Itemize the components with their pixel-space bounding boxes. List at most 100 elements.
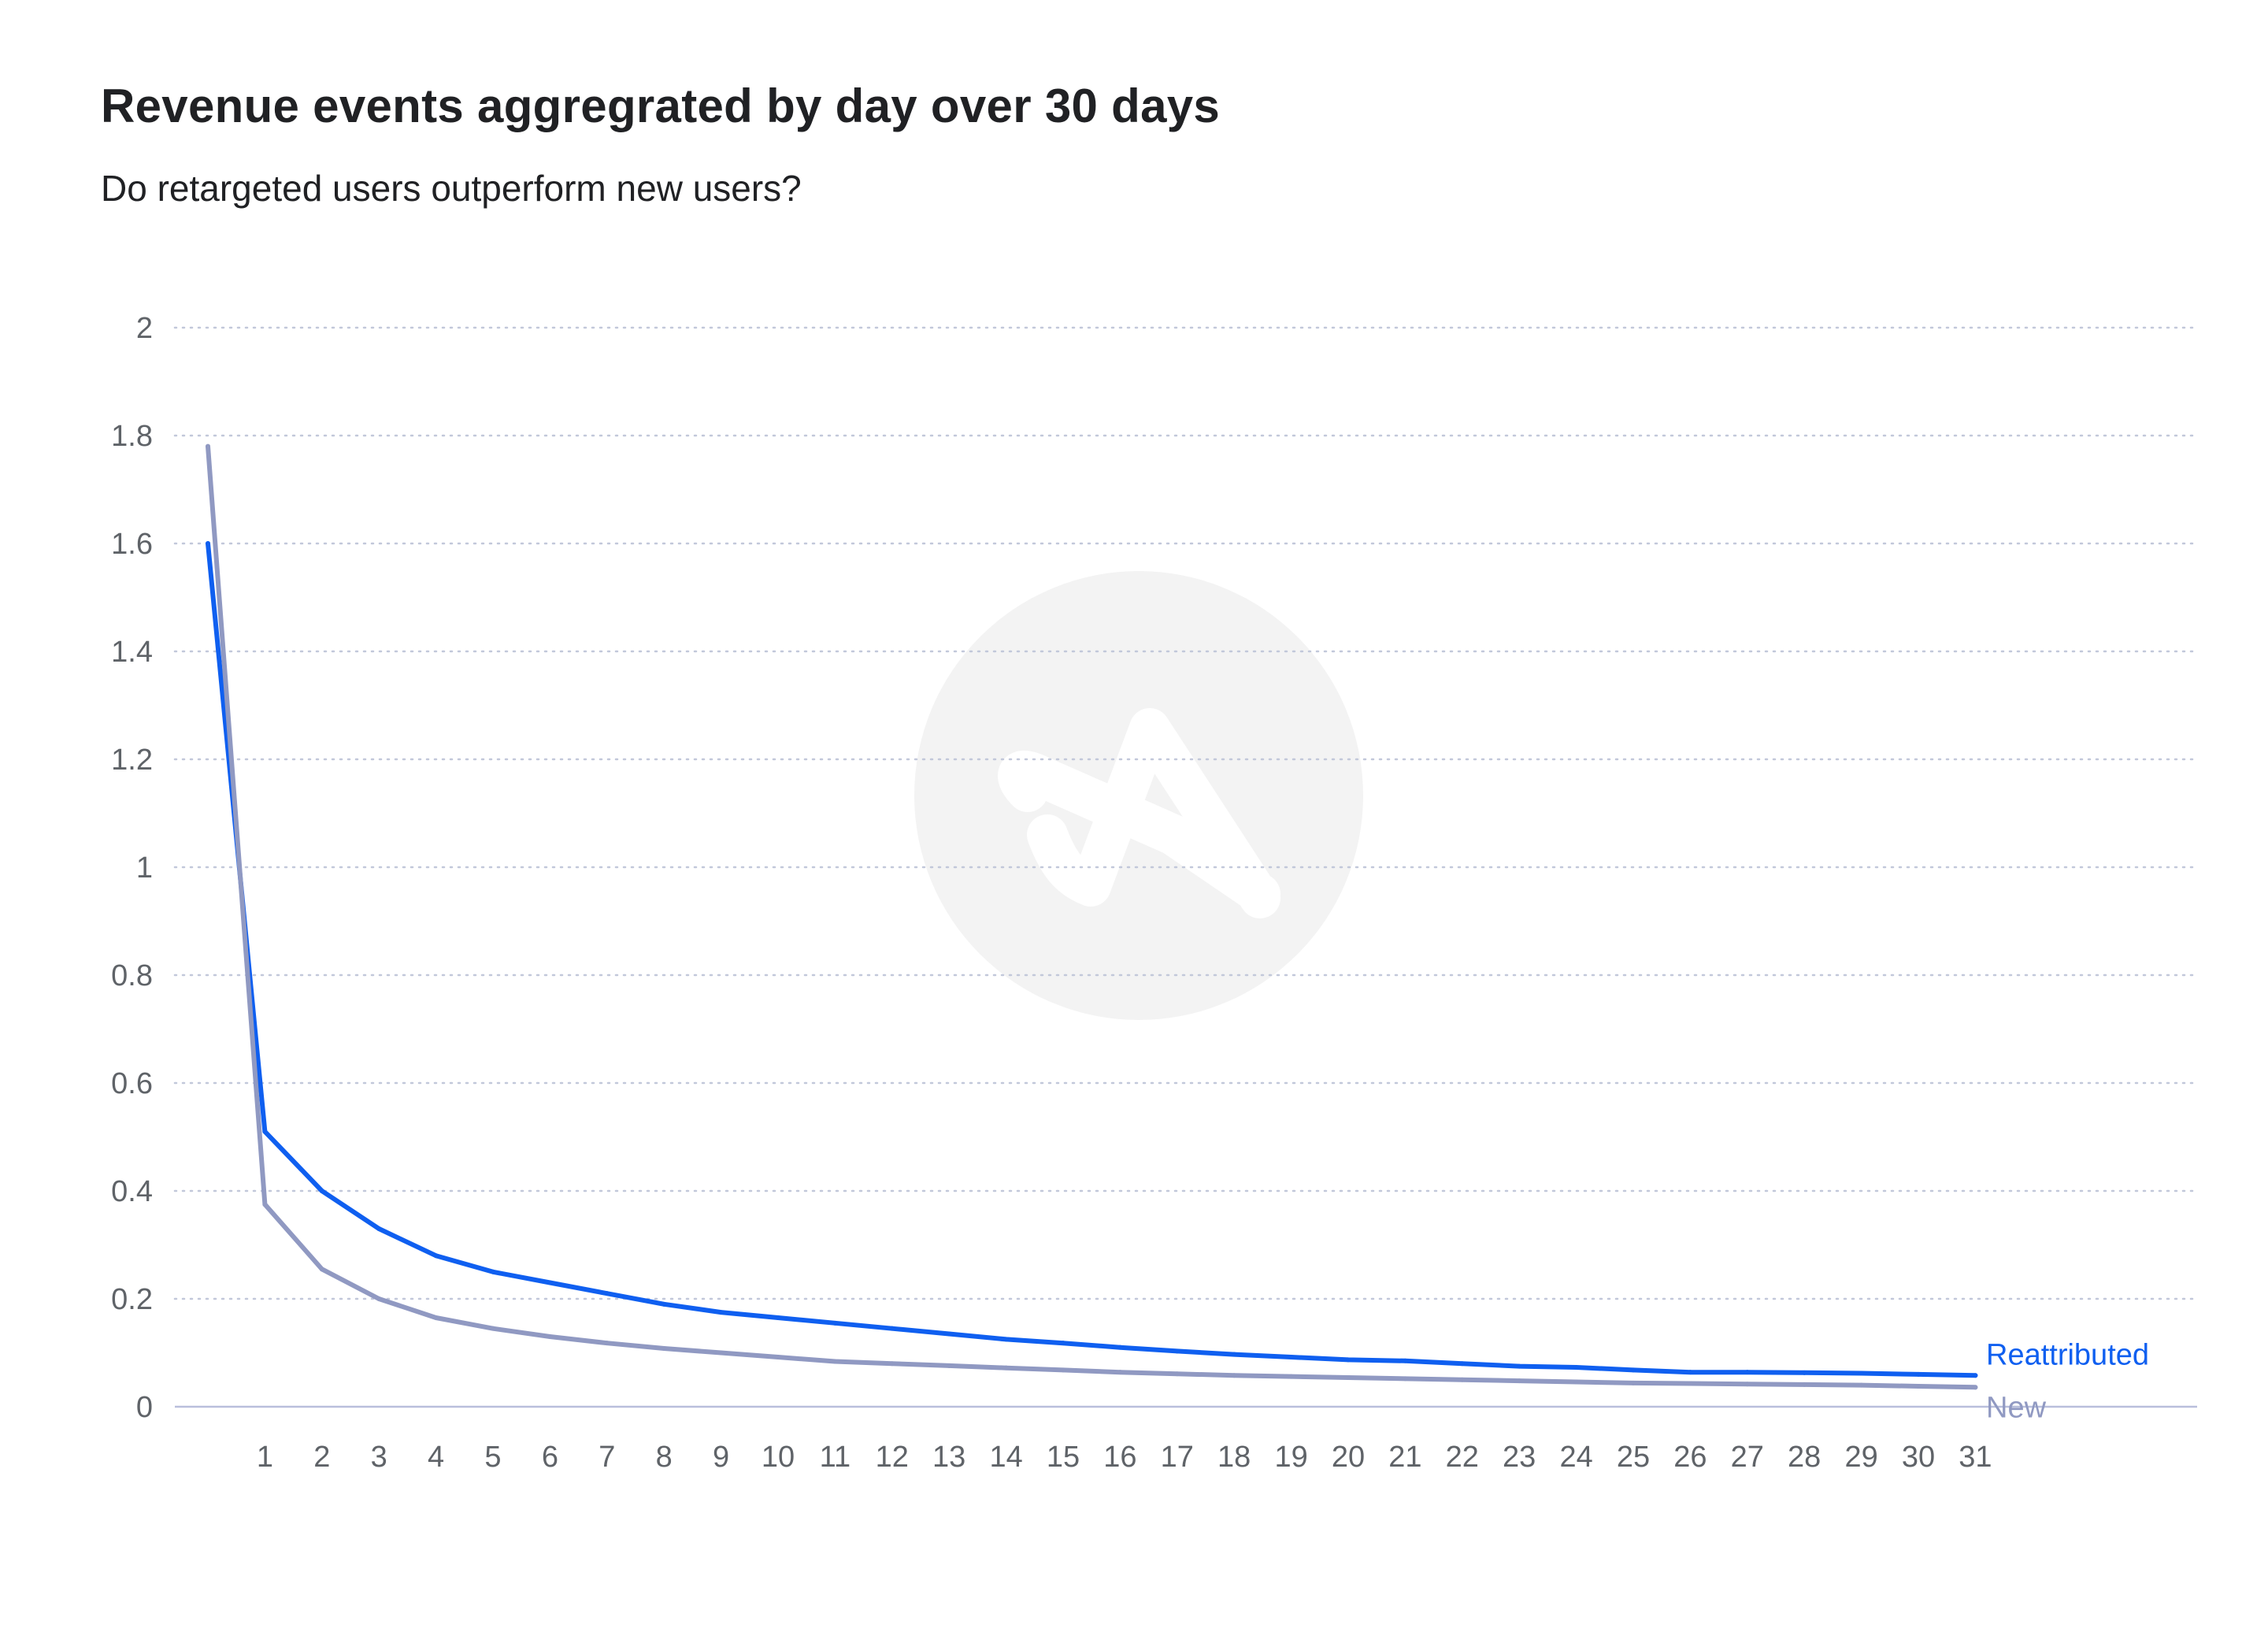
x-tick-label: 28 xyxy=(1788,1441,1821,1474)
data-point-new xyxy=(433,1315,439,1320)
data-point-new xyxy=(1573,1379,1579,1385)
adjust-logo-icon xyxy=(914,571,1363,1020)
data-point-reattributed xyxy=(718,1310,724,1315)
data-point-reattributed xyxy=(947,1331,952,1337)
x-tick-label: 8 xyxy=(656,1441,673,1474)
data-point-new xyxy=(718,1350,724,1356)
data-point-reattributed xyxy=(662,1301,667,1307)
data-point-reattributed xyxy=(1061,1341,1065,1346)
series-line-new xyxy=(206,443,1978,1390)
x-tick-label: 11 xyxy=(820,1441,850,1474)
x-tick-label: 9 xyxy=(713,1441,729,1474)
x-tick-label: 23 xyxy=(1503,1441,1536,1474)
data-point-new xyxy=(889,1361,895,1367)
data-point-new xyxy=(547,1333,553,1339)
series-lines xyxy=(206,443,1978,1390)
x-tick-label: 30 xyxy=(1902,1441,1935,1474)
data-point-reattributed xyxy=(1288,1354,1294,1359)
data-point-new xyxy=(1916,1383,1921,1389)
x-tick-label: 4 xyxy=(428,1441,444,1474)
x-tick-label: 5 xyxy=(484,1441,501,1474)
data-point-new xyxy=(1517,1378,1522,1384)
data-point-reattributed xyxy=(1973,1373,1978,1378)
data-point-new xyxy=(1232,1373,1237,1378)
y-tick-label: 1.4 xyxy=(111,636,153,669)
data-point-reattributed xyxy=(376,1226,382,1231)
data-point-new xyxy=(1288,1374,1294,1379)
x-tick-label: 1 xyxy=(257,1441,273,1474)
data-point-reattributed xyxy=(1744,1370,1750,1375)
data-point-reattributed xyxy=(319,1189,324,1193)
data-point-new xyxy=(1117,1370,1123,1375)
x-tick-label: 21 xyxy=(1388,1441,1421,1474)
x-tick-label: 27 xyxy=(1731,1441,1764,1474)
x-tick-label: 2 xyxy=(313,1441,330,1474)
data-point-new xyxy=(491,1326,495,1331)
y-tick-label: 2 xyxy=(136,312,153,345)
data-point-reattributed xyxy=(547,1280,553,1285)
data-point-new xyxy=(319,1267,324,1272)
axes: 00.20.40.60.811.21.41.61.821 2 3 4 5 6 7 8 9 10 11… xyxy=(111,312,1992,1474)
x-tick-label: 3 xyxy=(371,1441,387,1474)
x-tick-label: 16 xyxy=(1103,1441,1136,1474)
data-point-new xyxy=(1631,1380,1636,1385)
x-tick-label: 7 xyxy=(598,1441,615,1474)
y-tick-label: 0 xyxy=(136,1391,153,1424)
x-tick-label: 19 xyxy=(1274,1441,1307,1474)
x-tick-label: 26 xyxy=(1673,1441,1707,1474)
data-point-reattributed xyxy=(1003,1337,1009,1342)
x-tick-label: 15 xyxy=(1047,1441,1080,1474)
x-tick-label: 18 xyxy=(1217,1441,1251,1474)
data-point-new xyxy=(1688,1381,1693,1386)
data-point-reattributed xyxy=(832,1320,838,1326)
data-point-reattributed xyxy=(1573,1364,1579,1370)
data-point-reattributed xyxy=(776,1315,780,1320)
legend: Reattributed New xyxy=(1986,1338,2149,1424)
x-tick-label: 6 xyxy=(542,1441,558,1474)
data-point-new xyxy=(1858,1382,1864,1388)
data-point-reattributed xyxy=(889,1326,895,1331)
data-point-reattributed xyxy=(1117,1345,1123,1350)
x-tick-label: 31 xyxy=(1959,1441,1992,1474)
data-point-new xyxy=(1973,1385,1978,1390)
data-point-new xyxy=(604,1341,610,1346)
data-point-reattributed xyxy=(1802,1370,1807,1375)
y-tick-label: 1.8 xyxy=(111,420,153,453)
y-tick-label: 0.6 xyxy=(111,1067,153,1100)
x-tick-label: 13 xyxy=(932,1441,965,1474)
data-point-new xyxy=(1346,1375,1351,1381)
data-point-reattributed xyxy=(1174,1348,1180,1354)
data-point-new xyxy=(262,1202,268,1207)
data-point-new xyxy=(1744,1382,1750,1387)
legend-label-new: New xyxy=(1986,1391,2047,1424)
data-point-reattributed xyxy=(1858,1371,1864,1376)
data-point-reattributed xyxy=(433,1253,439,1259)
chart-subtitle: Do retargeted users outperform new users… xyxy=(101,168,802,209)
x-tick-label: 29 xyxy=(1844,1441,1877,1474)
data-point-reattributed xyxy=(1459,1361,1465,1367)
chart-title: Revenue events aggregrated by day over 3… xyxy=(101,80,1221,132)
data-point-new xyxy=(662,1346,667,1352)
data-point-new xyxy=(1061,1367,1065,1373)
y-tick-label: 1 xyxy=(136,851,153,885)
data-point-new xyxy=(832,1359,838,1364)
data-point-new xyxy=(1802,1382,1807,1387)
data-point-reattributed xyxy=(1916,1371,1921,1377)
data-point-new xyxy=(1403,1376,1408,1382)
data-point-reattributed xyxy=(1688,1370,1693,1375)
data-point-new xyxy=(1174,1371,1180,1377)
series-line-reattributed xyxy=(206,541,1978,1378)
x-tick-label: 25 xyxy=(1617,1441,1650,1474)
data-point-reattributed xyxy=(604,1291,610,1296)
x-tick-label: 10 xyxy=(762,1441,795,1474)
data-point-reattributed xyxy=(206,541,210,546)
data-point-new xyxy=(947,1363,952,1368)
data-point-new xyxy=(376,1296,382,1301)
y-tick-label: 0.4 xyxy=(111,1175,153,1208)
data-point-new xyxy=(776,1354,780,1359)
x-tick-label: 12 xyxy=(876,1441,909,1474)
data-point-reattributed xyxy=(491,1269,495,1274)
x-tick-label: 17 xyxy=(1161,1441,1194,1474)
data-point-reattributed xyxy=(1517,1363,1522,1369)
